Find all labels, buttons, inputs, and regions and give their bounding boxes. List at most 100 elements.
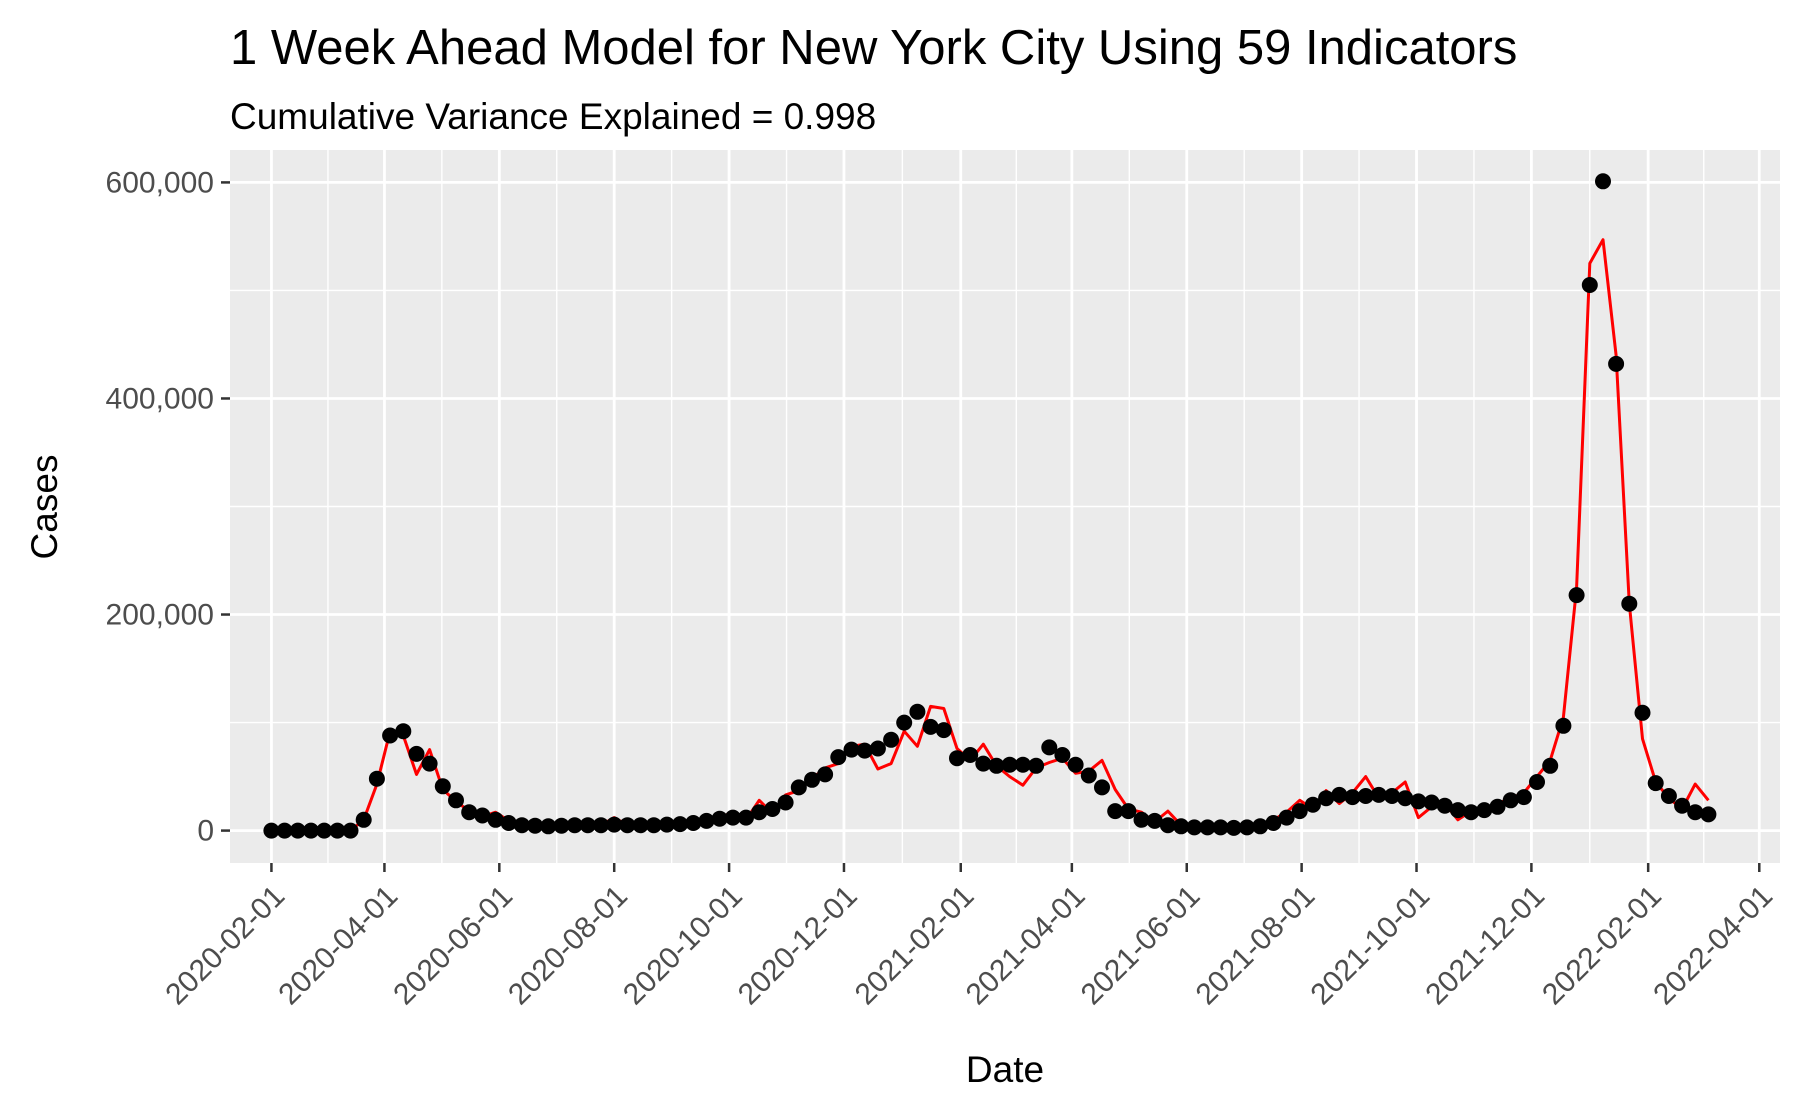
- observed-point: [1199, 819, 1216, 836]
- observed-point: [1067, 756, 1084, 773]
- observed-point: [1331, 786, 1348, 803]
- y-axis-title: Cases: [24, 455, 65, 560]
- observed-point: [698, 812, 715, 829]
- observed-point: [764, 801, 781, 817]
- observed-point: [1041, 739, 1058, 756]
- observed-point: [1410, 793, 1427, 810]
- x-tick-label: 2022-04-01: [1647, 879, 1779, 1011]
- observed-point: [276, 822, 293, 839]
- observed-point: [1660, 788, 1677, 804]
- observed-point: [1634, 704, 1651, 721]
- observed-point: [461, 804, 478, 821]
- observed-point: [1595, 173, 1611, 190]
- chart-subtitle: Cumulative Variance Explained = 0.998: [230, 96, 876, 137]
- observed-point: [434, 778, 451, 795]
- x-tick-label: 2021-04-01: [960, 879, 1092, 1011]
- y-tick-label: 200,000: [106, 599, 214, 632]
- observed-point: [856, 742, 873, 759]
- observed-point: [1449, 802, 1466, 819]
- observed-point: [790, 779, 807, 796]
- y-tick-label: 600,000: [106, 166, 214, 199]
- observed-point: [1304, 796, 1321, 813]
- observed-point: [1173, 818, 1190, 835]
- observed-point: [1502, 792, 1519, 809]
- observed-point: [263, 822, 280, 839]
- observed-point: [527, 817, 544, 834]
- observed-point: [1555, 717, 1572, 734]
- y-tick-label: 400,000: [106, 382, 214, 415]
- observed-point: [368, 770, 385, 787]
- observed-point: [355, 811, 372, 828]
- observed-point: [1225, 819, 1242, 836]
- observed-point: [777, 794, 794, 811]
- observed-point: [1212, 819, 1229, 836]
- observed-point: [500, 815, 517, 831]
- observed-point: [672, 816, 689, 833]
- observed-point: [804, 771, 820, 788]
- observed-point: [711, 810, 728, 827]
- observed-point: [289, 822, 306, 839]
- x-tick-label: 2020-02-01: [159, 879, 291, 1011]
- observed-point: [632, 817, 649, 834]
- observed-point: [1186, 819, 1203, 836]
- x-tick-label: 2021-02-01: [849, 879, 981, 1011]
- observed-point: [1146, 812, 1163, 829]
- observed-point: [817, 766, 834, 783]
- observed-point: [553, 817, 570, 834]
- observed-point: [1278, 809, 1295, 826]
- observed-point: [1028, 757, 1045, 774]
- observed-point: [1489, 798, 1506, 815]
- chart-title: 1 Week Ahead Model for New York City Usi…: [230, 21, 1517, 75]
- x-tick-label: 2020-08-01: [502, 879, 634, 1011]
- observed-point: [619, 817, 636, 834]
- observed-point: [513, 817, 530, 834]
- observed-point: [579, 817, 596, 834]
- observed-point: [1265, 815, 1282, 831]
- observed-point: [474, 807, 491, 824]
- observed-point: [1621, 595, 1638, 612]
- x-tick-label: 2021-10-01: [1304, 879, 1436, 1011]
- observed-point: [738, 809, 754, 826]
- observed-point: [1001, 756, 1018, 773]
- observed-point: [566, 817, 583, 834]
- observed-point: [421, 755, 438, 772]
- observed-point: [1159, 817, 1176, 834]
- observed-point: [1239, 819, 1255, 836]
- observed-point: [1080, 767, 1097, 784]
- x-tick-label: 2020-10-01: [617, 879, 749, 1011]
- observed-point: [540, 818, 557, 835]
- observed-point: [1687, 804, 1704, 821]
- observed-point: [988, 757, 1005, 774]
- observed-point: [1397, 790, 1414, 807]
- x-tick-label: 2020-04-01: [272, 879, 404, 1011]
- observed-point: [724, 809, 741, 826]
- observed-point: [1423, 794, 1440, 811]
- observed-point: [1370, 786, 1387, 803]
- observed-point: [1094, 779, 1110, 796]
- observed-point: [1700, 806, 1717, 823]
- x-tick-label: 2021-12-01: [1419, 879, 1551, 1011]
- x-tick-label: 2021-06-01: [1075, 879, 1207, 1011]
- observed-point: [1568, 587, 1585, 604]
- observed-series: [263, 173, 1717, 839]
- observed-point: [830, 749, 847, 766]
- observed-point: [1252, 818, 1269, 835]
- observed-point: [962, 747, 979, 763]
- observed-point: [1436, 797, 1453, 814]
- observed-point: [487, 811, 504, 828]
- observed-point: [949, 750, 965, 767]
- observed-point: [1463, 804, 1480, 821]
- observed-point: [1647, 775, 1664, 792]
- observed-point: [1529, 774, 1545, 790]
- observed-point: [658, 816, 675, 833]
- observed-point: [922, 718, 939, 735]
- observed-point: [1291, 803, 1308, 820]
- observed-point: [1581, 277, 1598, 293]
- observed-point: [909, 703, 926, 720]
- x-tick-label: 2021-08-01: [1190, 879, 1322, 1011]
- observed-point: [329, 822, 346, 839]
- x-tick-label: 2022-02-01: [1536, 879, 1668, 1011]
- observed-point: [1515, 789, 1532, 806]
- observed-point: [975, 755, 992, 772]
